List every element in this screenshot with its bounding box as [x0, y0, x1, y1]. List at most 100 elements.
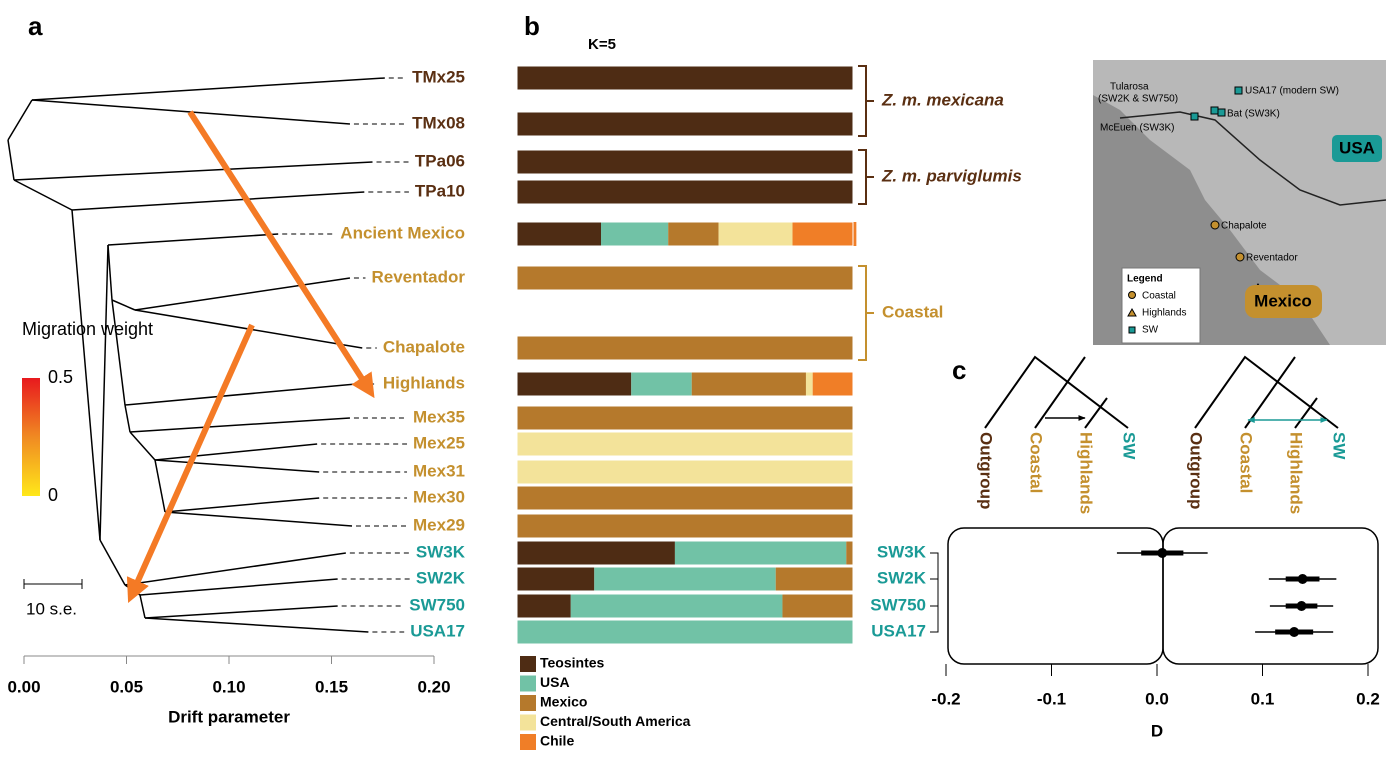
tip-label: TPa10	[415, 181, 465, 200]
bar-segment	[571, 594, 783, 618]
tip-label: Chapalote	[383, 337, 465, 356]
tip-label: TMx25	[412, 67, 465, 86]
country-label: Mexico	[1254, 291, 1312, 310]
colorbar-tick-label: 0.5	[48, 367, 73, 387]
bar-segment	[517, 514, 853, 538]
x-axis-label: Drift parameter	[168, 707, 290, 726]
tip-label: SW3K	[416, 542, 466, 561]
panel-box	[1163, 528, 1378, 664]
bar-segment	[594, 567, 775, 591]
point	[1298, 574, 1308, 584]
tree-branch	[14, 180, 72, 210]
tip-branch	[165, 512, 352, 526]
site-marker	[1218, 109, 1225, 116]
point	[1297, 601, 1307, 611]
point	[1289, 627, 1299, 637]
panel-box	[948, 528, 1163, 664]
category-label: SW2K	[877, 568, 927, 587]
legend-label: Central/South America	[540, 713, 691, 729]
category-label: SW3K	[877, 542, 927, 561]
category-label: SW750	[870, 595, 926, 614]
group-bracket	[858, 266, 874, 360]
tree-tip-label: SW	[1330, 432, 1349, 460]
figure: a b c Tularosa (SW2K & SW750) USA17 (mod…	[0, 0, 1386, 759]
bar-segment	[806, 372, 813, 396]
group-label: Z. m. mexicana	[881, 90, 1004, 109]
colorbar-tick-label: 0	[48, 485, 58, 505]
site-label: Chapalote	[1221, 221, 1267, 232]
tree-branch	[100, 540, 125, 585]
tip-label: Mex30	[413, 487, 465, 506]
x-axis-label: D	[1151, 721, 1163, 740]
tree-branch	[125, 405, 130, 432]
tip-branch	[165, 498, 319, 512]
legend-swatch	[520, 715, 536, 731]
colorbar-title: Migration weight	[22, 319, 153, 339]
panel-label: b	[524, 11, 540, 41]
legend-label: Chile	[540, 733, 574, 749]
tree-tip-label: Coastal	[1027, 432, 1046, 493]
tree-tip-label: Coastal	[1237, 432, 1256, 493]
legend-marker	[1129, 292, 1136, 299]
tree-branch	[8, 100, 32, 140]
map-legend-label: SW	[1142, 325, 1159, 336]
bar-segment	[517, 567, 594, 591]
bar-segment	[517, 594, 571, 618]
map: Tularosa (SW2K & SW750) USA17 (modern SW…	[1093, 60, 1386, 345]
site-label: USA17 (modern SW)	[1245, 86, 1339, 97]
group-bracket	[858, 150, 874, 204]
tree	[1195, 357, 1338, 428]
bar-segment	[517, 180, 853, 204]
x-tick-label: -0.1	[1037, 689, 1066, 708]
tree-tip-label: Outgroup	[977, 432, 996, 509]
x-tick-label: 0.2	[1356, 689, 1380, 708]
tip-label: Mex31	[413, 461, 465, 480]
chart-title: K=5	[588, 36, 616, 53]
legend-swatch	[520, 734, 536, 750]
x-tick-label: 0.1	[1251, 689, 1275, 708]
group-bracket	[858, 66, 874, 136]
bar-segment	[517, 66, 853, 90]
x-tick-label: 0.05	[110, 677, 143, 696]
tip-label: Mex29	[413, 515, 465, 534]
bar-segment	[517, 372, 631, 396]
map-legend-title: Legend	[1127, 274, 1163, 285]
panel-label: a	[28, 11, 43, 41]
bar-segment	[517, 266, 853, 290]
legend-label: USA	[540, 674, 570, 690]
bar-segment	[517, 432, 853, 456]
bar-segment	[782, 594, 853, 618]
bar-segment	[776, 567, 853, 591]
bar-segment	[517, 336, 853, 360]
group-label: Coastal	[882, 302, 943, 321]
tree-branch	[140, 595, 145, 618]
bar-segment	[793, 222, 857, 246]
tip-branch	[130, 418, 350, 432]
page: a b c Tularosa (SW2K & SW750) USA17 (mod…	[0, 0, 1386, 764]
tree-branch	[130, 432, 155, 460]
legend-label: Mexico	[540, 694, 587, 710]
tip-branch	[145, 618, 368, 632]
site-marker	[1235, 87, 1242, 94]
category-bracket	[930, 553, 938, 632]
group-label: Z. m. parviglumis	[881, 166, 1022, 185]
legend-swatch	[520, 695, 536, 711]
tree-tip-label: Outgroup	[1187, 432, 1206, 509]
bar-segment	[601, 222, 668, 246]
tree-tip-label: Highlands	[1077, 432, 1096, 514]
x-tick-label: 0.0	[1145, 689, 1169, 708]
scale-label: 10 s.e.	[26, 599, 77, 618]
tip-branch	[14, 162, 373, 180]
tree-tip-label: SW	[1120, 432, 1139, 460]
map-legend-label: Highlands	[1142, 308, 1186, 319]
site-label: Reventador	[1246, 253, 1298, 264]
tip-branch	[125, 553, 346, 585]
tip-branch	[145, 606, 338, 618]
site-marker	[1211, 221, 1219, 229]
tip-label: TPa06	[415, 151, 465, 170]
bar-segment	[517, 486, 853, 510]
tip-label: Highlands	[383, 373, 465, 392]
bar-segment	[517, 406, 853, 430]
tip-label: Reventador	[371, 267, 465, 286]
d-trees	[985, 357, 1338, 428]
